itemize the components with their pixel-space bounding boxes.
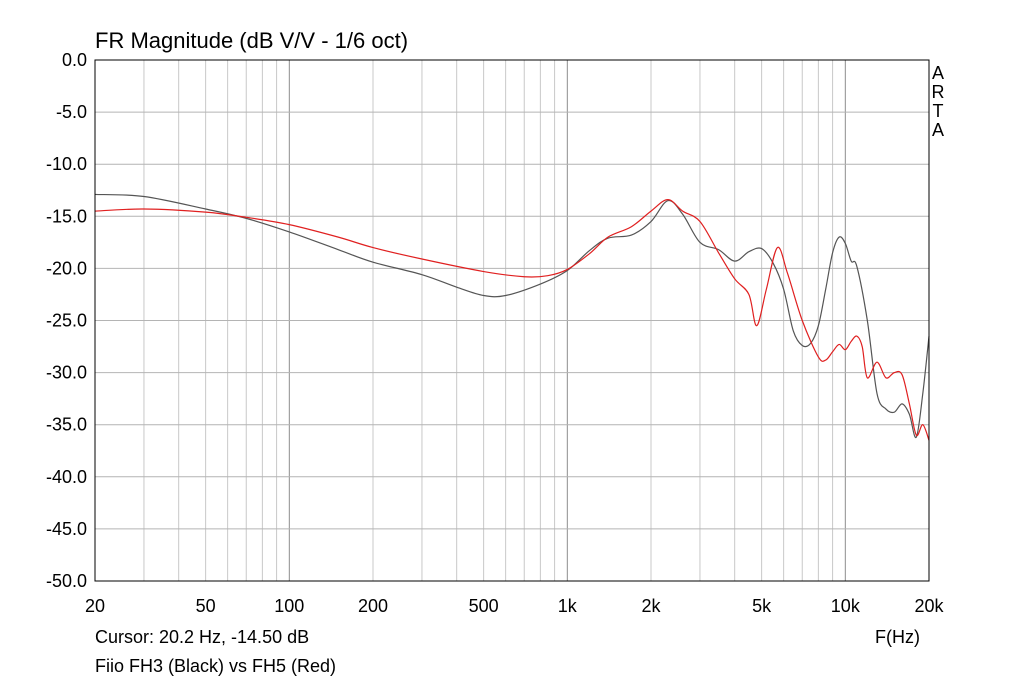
arta-watermark: A R T A	[931, 64, 945, 140]
watermark-letter: A	[931, 120, 944, 140]
x-tick-label: 10k	[831, 596, 861, 616]
cursor-readout: Cursor: 20.2 Hz, -14.50 dB	[95, 627, 310, 647]
x-tick-label: 50	[196, 596, 216, 616]
y-tick-label: -30.0	[46, 363, 87, 383]
series-line-black	[94, 193, 930, 439]
x-tick-label: 200	[358, 596, 388, 616]
y-tick-label: -25.0	[46, 311, 87, 331]
x-axis-label: F(Hz)	[875, 627, 920, 647]
y-tick-label: -40.0	[46, 467, 87, 487]
x-tick-label: 20	[85, 596, 105, 616]
y-tick-label: -45.0	[46, 519, 87, 539]
y-tick-label: -5.0	[56, 102, 87, 122]
y-tick-label: -35.0	[46, 415, 87, 435]
x-tick-label: 1k	[558, 596, 578, 616]
watermark-letter: T	[932, 101, 944, 121]
y-tick-label: 0.0	[62, 50, 87, 70]
x-tick-label: 2k	[641, 596, 661, 616]
watermark-letter: A	[931, 63, 944, 83]
y-tick-label: -20.0	[46, 258, 87, 278]
x-tick-label: 5k	[752, 596, 772, 616]
watermark-letter: R	[931, 82, 945, 102]
y-tick-label: -10.0	[46, 154, 87, 174]
x-tick-label: 100	[274, 596, 304, 616]
x-tick-label: 500	[469, 596, 499, 616]
y-tick-label: -15.0	[46, 206, 87, 226]
y-tick-label: -50.0	[46, 571, 87, 591]
series-line-red	[94, 199, 930, 441]
plot-frame	[94, 59, 930, 582]
chart-caption: Fiio FH3 (Black) vs FH5 (Red)	[95, 656, 337, 676]
chart-title: FR Magnitude (dB V/V - 1/6 oct)	[95, 28, 409, 53]
x-tick-label: 20k	[914, 596, 944, 616]
